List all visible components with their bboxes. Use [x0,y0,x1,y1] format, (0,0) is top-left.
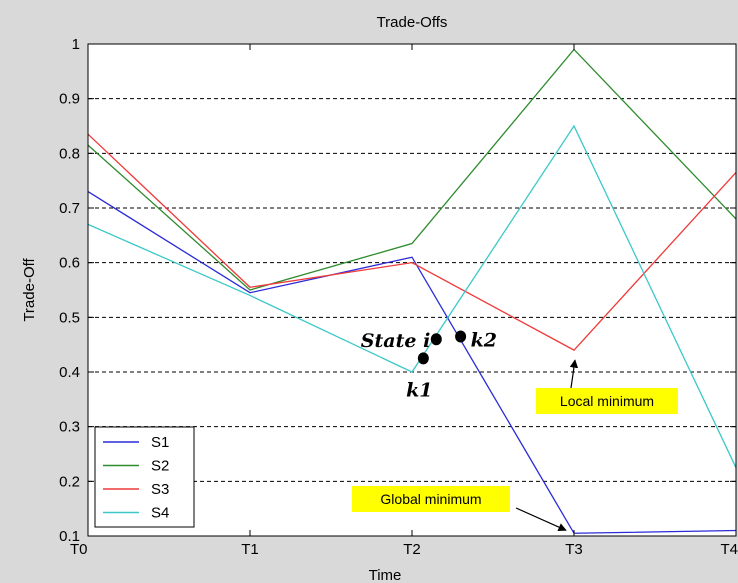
y-tick-label: 0.2 [59,473,80,490]
annotation-box-local-minimum [536,388,678,414]
point-label-k1: k1 [406,379,432,401]
x-tick-label: T1 [241,541,259,558]
y-tick-label: 1 [72,36,80,53]
legend-box [94,426,195,528]
legend-label-s4: S4 [151,505,169,522]
series-line-s4 [87,124,737,468]
y-tick-label: 0.9 [59,91,80,108]
point-state-i [430,333,442,346]
x-tick-label: T3 [565,541,583,558]
y-tick-label: 0.6 [59,255,80,272]
annotation-arrow-local-minimum [569,359,579,389]
y-tick-label: 0.4 [59,364,80,381]
legend-label-s3: S3 [151,481,169,498]
x-tick-label: T2 [403,541,421,558]
series-line-s1 [87,191,737,534]
legend-label-s2: S2 [151,458,169,475]
y-tick-label: 0.5 [59,309,80,326]
x-axis-label: Time [369,567,402,583]
point-label-k2: k2 [471,329,497,351]
series-line-s2 [87,48,737,291]
y-axis-label: Trade-Off [21,257,38,321]
chart-title: Trade-Offs [377,14,448,31]
annotation-text-global-minimum: Global minimum [380,491,481,507]
x-tick-label: T0 [70,541,88,558]
annotation-box-global-minimum [352,486,510,512]
annotation-arrow-global-minimum [515,507,567,532]
x-tick-label: T4 [720,541,738,558]
y-tick-label: 0.3 [59,419,80,436]
y-tick-label: 0.7 [59,200,80,217]
point-k2 [455,330,467,343]
y-tick-label: 0.1 [59,528,80,545]
y-tick-label: 0.8 [59,145,80,162]
series-line-s3 [87,133,737,351]
point-k1 [417,352,429,365]
annotation-text-local-minimum: Local minimum [560,393,654,409]
legend-label-s1: S1 [151,434,169,451]
point-label-state-i: State i [361,330,431,352]
